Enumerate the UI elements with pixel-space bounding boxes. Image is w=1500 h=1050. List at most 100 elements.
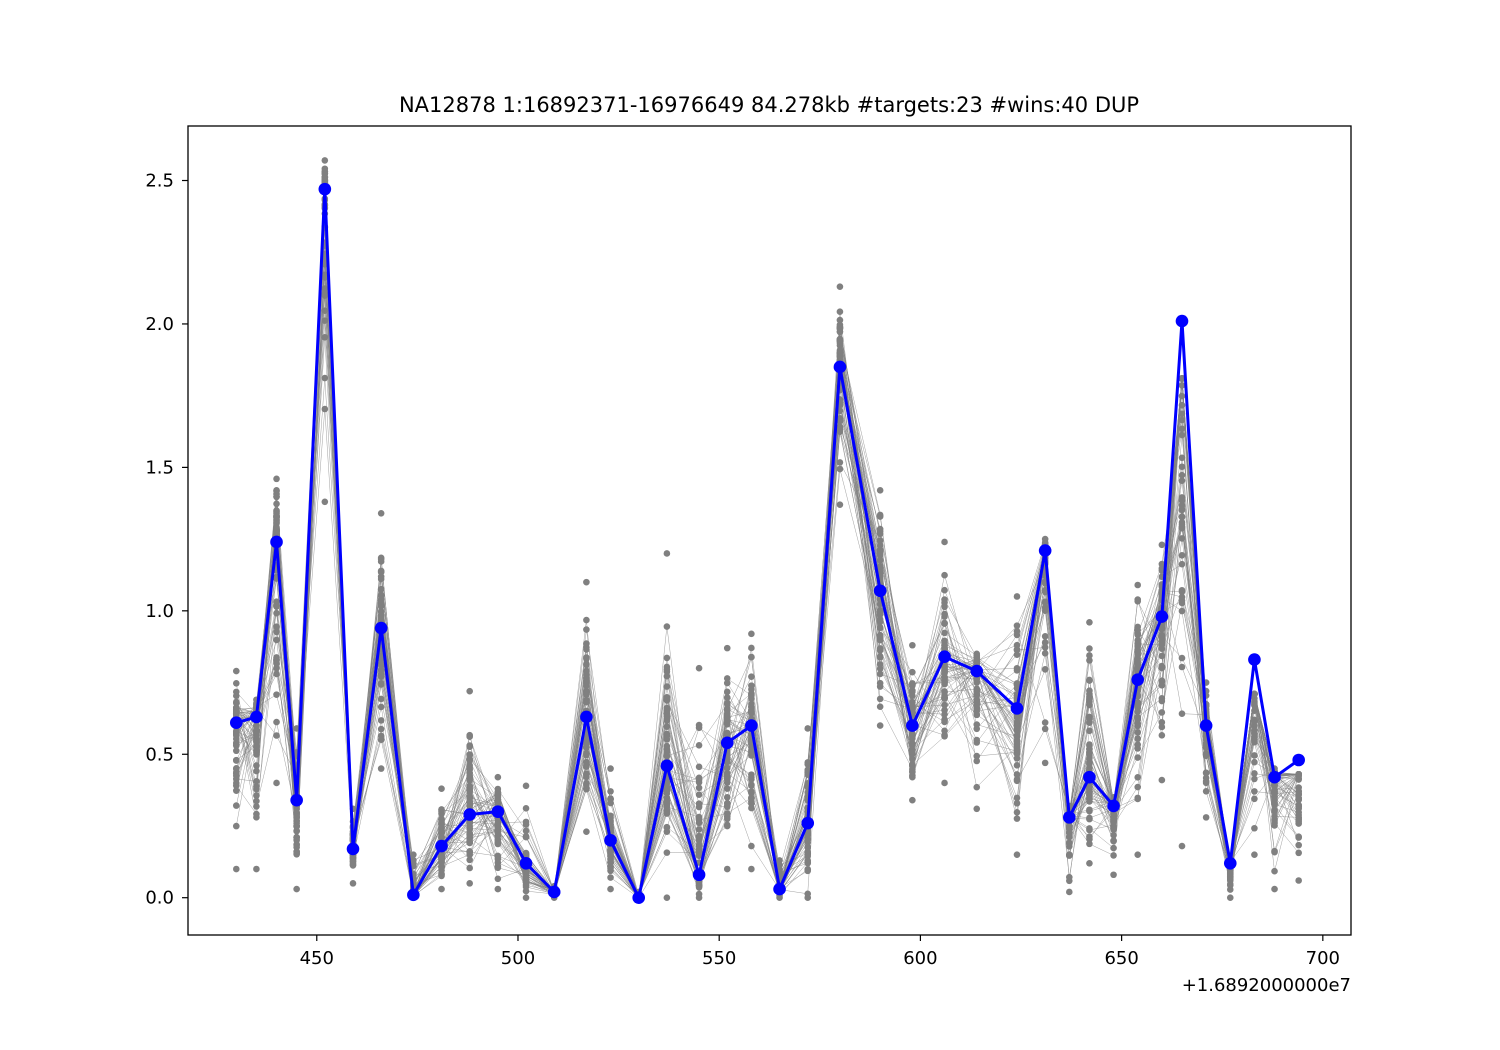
background-sample-line — [236, 186, 1299, 899]
background-sample-point — [494, 855, 502, 863]
background-sample-point — [909, 680, 916, 687]
background-sample-point — [1013, 799, 1021, 807]
background-sample-point — [438, 854, 445, 861]
background-sample-point — [1251, 716, 1258, 724]
background-sample-point — [876, 537, 884, 544]
background-sample-point — [748, 749, 755, 756]
background-sample-point — [232, 802, 240, 809]
background-sample-point — [748, 630, 755, 638]
highlight-series-point — [873, 584, 887, 598]
background-sample-point — [1251, 851, 1258, 858]
background-sample-point — [723, 711, 731, 719]
background-sample-point — [1086, 764, 1093, 772]
background-sample-point — [836, 465, 844, 473]
background-sample-point — [695, 803, 703, 811]
background-sample-point — [349, 856, 357, 864]
background-sample-point — [1013, 776, 1021, 783]
x-tick-label: 700 — [1306, 948, 1340, 969]
background-sample-point — [876, 528, 884, 535]
background-sample-point — [466, 798, 473, 806]
background-sample-point — [377, 703, 385, 711]
background-sample-point — [466, 819, 473, 826]
background-sample-point — [876, 703, 884, 711]
background-sample-point — [836, 459, 844, 466]
background-sample-point — [1271, 788, 1278, 795]
background-sample-point — [941, 586, 948, 594]
background-sample-point — [723, 821, 731, 829]
background-sample-point — [1013, 771, 1021, 778]
background-sample-point — [748, 771, 755, 778]
background-sample-point — [1202, 751, 1210, 758]
highlight-series-point — [1248, 653, 1261, 666]
background-sample-point — [494, 827, 502, 834]
y-tick-label: 1.0 — [145, 601, 174, 622]
background-sample-point — [1041, 644, 1049, 651]
background-sample-point — [1295, 771, 1302, 778]
highlight-series-point — [290, 793, 303, 807]
background-sample-point — [1086, 676, 1093, 684]
highlight-series-point — [318, 182, 332, 196]
background-sample-point — [909, 668, 916, 676]
background-sample-point — [273, 718, 280, 726]
background-sample-point — [349, 880, 357, 887]
highlight-series-point — [1131, 673, 1145, 686]
background-sample-point — [695, 881, 703, 889]
highlight-series-point — [1292, 753, 1305, 767]
background-sample-point — [1178, 710, 1186, 718]
background-sample-point — [1013, 808, 1021, 816]
plot-frame — [187, 125, 1352, 936]
background-sample-point — [583, 691, 590, 698]
background-sample-point — [663, 786, 671, 794]
background-sample-point — [1134, 851, 1142, 858]
highlight-series-point — [833, 360, 847, 374]
background-sample-point — [321, 334, 329, 341]
background-sample-point — [876, 563, 884, 570]
background-sample-point — [1086, 713, 1093, 721]
background-sample-point — [1134, 630, 1142, 638]
background-sample-point — [1271, 847, 1278, 855]
background-sample-point — [1041, 650, 1049, 657]
background-sample-point — [1134, 774, 1142, 781]
background-sample-point — [973, 805, 981, 813]
background-sample-point — [438, 808, 445, 816]
background-sample-point — [232, 710, 240, 717]
background-sample-point — [1202, 774, 1210, 782]
background-sample-point — [876, 549, 884, 557]
background-sample-point — [973, 736, 981, 744]
background-sample-point — [522, 833, 530, 840]
highlight-series-point — [580, 710, 593, 724]
background-sample-point — [1066, 851, 1073, 858]
background-sample-point — [973, 679, 981, 686]
background-sample-point — [1086, 693, 1093, 701]
background-sample-point — [377, 695, 385, 703]
background-sample-point — [583, 578, 590, 586]
background-sample-point — [1226, 894, 1234, 902]
background-sample-point — [1251, 758, 1258, 766]
background-sample-point — [1251, 733, 1258, 740]
background-sample-point — [1086, 619, 1093, 626]
background-sample-point — [1251, 775, 1258, 783]
background-sample-point — [1295, 788, 1302, 796]
highlight-series-point — [270, 535, 283, 549]
background-sample-point — [377, 614, 385, 621]
background-sample-point — [1178, 375, 1186, 382]
background-sample-point — [1134, 722, 1142, 730]
background-sample-point — [522, 887, 530, 895]
background-sample-point — [232, 787, 240, 794]
background-sample-point — [232, 757, 240, 764]
background-sample-point — [1295, 877, 1302, 884]
background-sample-point — [522, 874, 530, 881]
background-sample-point — [748, 691, 755, 698]
x-tick-label: 500 — [501, 948, 535, 969]
x-tick-label: 600 — [903, 948, 937, 969]
background-sample-point — [804, 867, 812, 875]
y-tick-label: 2.5 — [145, 171, 174, 192]
background-sample-point — [663, 712, 671, 720]
highlight-series-point — [1223, 856, 1237, 870]
background-sample-point — [522, 827, 530, 835]
background-sample-point — [377, 585, 385, 593]
background-sample-point — [522, 894, 530, 902]
background-sample-point — [909, 735, 916, 742]
